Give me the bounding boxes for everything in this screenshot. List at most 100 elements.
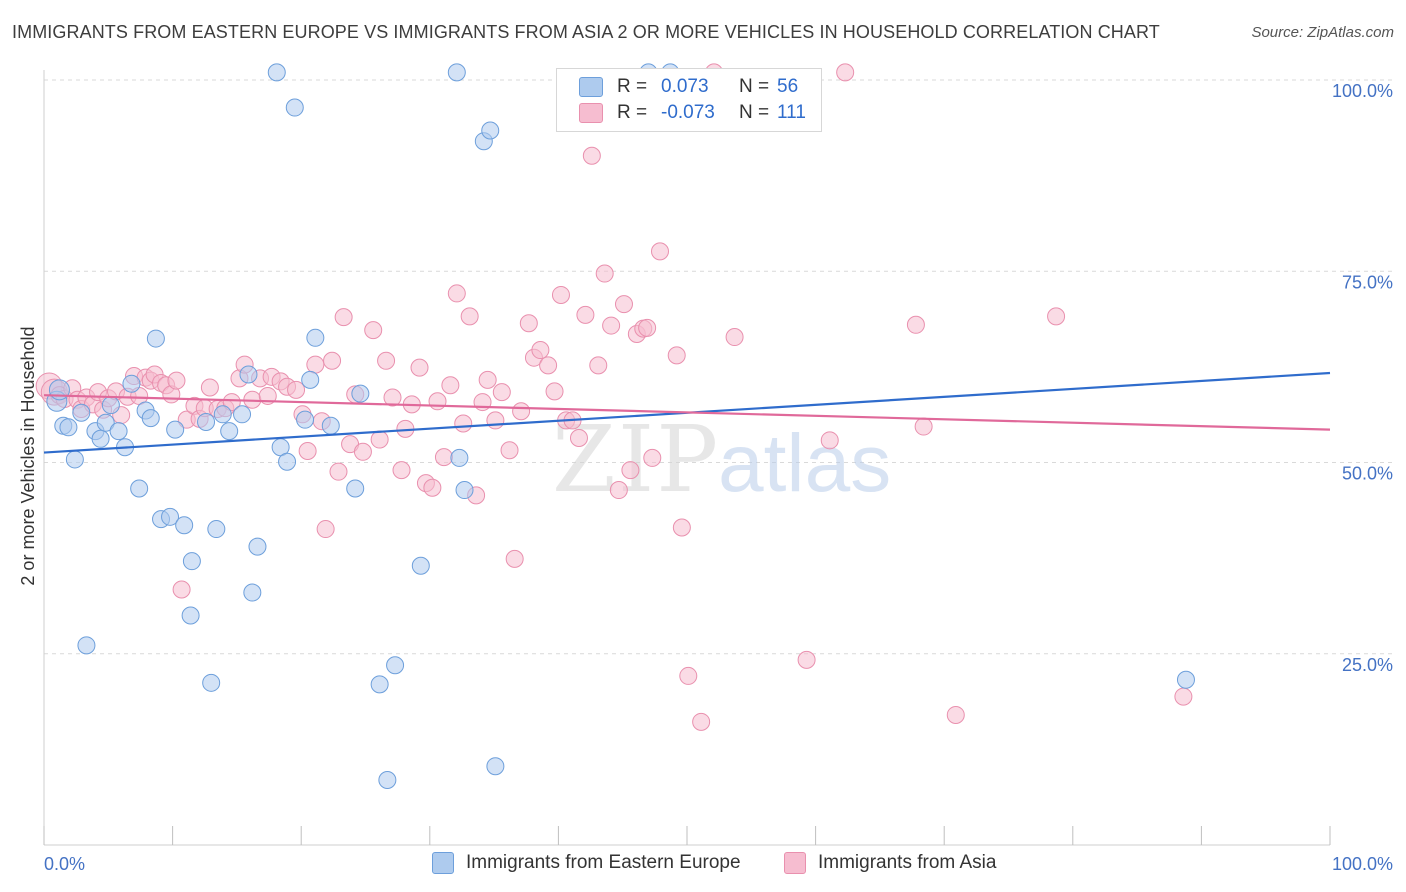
x-tick-label: 0.0%	[44, 854, 85, 874]
asia-point	[492, 383, 511, 402]
legend-swatch-pink	[784, 852, 806, 874]
eastern-europe-point	[321, 416, 340, 435]
asia-point	[410, 358, 429, 377]
eastern-europe-point	[109, 422, 128, 441]
eastern-europe-point	[301, 370, 320, 389]
eastern-europe-point	[213, 405, 232, 424]
eastern-europe-point	[220, 422, 239, 441]
asia-point	[595, 264, 614, 283]
eastern-europe-point	[486, 757, 505, 776]
asia-point	[377, 351, 396, 370]
asia-point	[486, 411, 505, 430]
eastern-europe-point	[481, 121, 500, 140]
eastern-europe-point	[386, 656, 405, 675]
legend-n-label: N =	[739, 76, 770, 97]
asia-point	[323, 351, 342, 370]
asia-point	[478, 370, 497, 389]
asia-point	[836, 63, 855, 82]
eastern-europe-point	[207, 520, 226, 539]
asia-point	[454, 414, 473, 433]
legend-row-asia: R = -0.073 N = 111	[579, 100, 806, 126]
asia-point	[906, 315, 925, 334]
asia-point	[539, 356, 558, 375]
legend-item-asia[interactable]: Immigrants from Asia	[784, 852, 996, 874]
eastern-europe-point	[91, 429, 110, 448]
asia-point	[383, 388, 402, 407]
eastern-europe-point	[130, 479, 149, 498]
asia-point	[222, 393, 241, 412]
trend-lines	[43, 371, 1331, 454]
axes	[43, 70, 1331, 846]
legend-swatch-blue	[432, 852, 454, 874]
asia-point	[316, 520, 335, 539]
asia-point	[797, 650, 816, 669]
asia-point	[621, 461, 640, 480]
asia-point	[946, 705, 965, 724]
legend-swatch-pink	[579, 103, 603, 123]
asia-point	[441, 376, 460, 395]
eastern-europe-point	[285, 98, 304, 117]
eastern-europe-point	[175, 516, 194, 535]
legend-n-value: 56	[777, 76, 799, 97]
asia-point	[353, 442, 372, 461]
legend-r-label: R =	[617, 102, 648, 123]
asia-point	[589, 356, 608, 375]
legend-n-label: N =	[739, 102, 770, 123]
eastern-europe-point	[296, 410, 315, 429]
eastern-europe-point	[202, 673, 221, 692]
asia-point	[820, 431, 839, 450]
eastern-europe-point	[72, 403, 91, 422]
asia-point	[287, 380, 306, 399]
asia-point	[576, 305, 595, 324]
eastern-europe-point	[197, 412, 216, 431]
asia-point	[725, 328, 744, 347]
y-tick-label: 50.0%	[1342, 464, 1393, 484]
eastern-europe-point	[351, 384, 370, 403]
legend-r-label: R =	[617, 76, 648, 97]
eastern-europe-point	[306, 328, 325, 347]
asia-point	[551, 285, 570, 304]
asia-point	[306, 355, 325, 374]
asia-point	[1174, 687, 1193, 706]
watermark-atlas: atlas	[718, 418, 891, 509]
asia-point	[614, 295, 633, 314]
asia-point	[428, 392, 447, 411]
eastern-europe-point	[1176, 670, 1195, 689]
eastern-europe-point	[267, 63, 286, 82]
asia-point	[505, 549, 524, 568]
eastern-europe-point	[233, 405, 252, 424]
correlation-legend: R = 0.073 N = 56 R = -0.073 N = 111	[556, 68, 822, 132]
legend-r-value: -0.073	[661, 102, 715, 123]
asia-point	[200, 378, 219, 397]
asia-point	[569, 429, 588, 448]
eastern-europe-point	[243, 583, 262, 602]
y-tick-label: 75.0%	[1342, 272, 1393, 292]
asia-point	[914, 417, 933, 436]
series-asia-points	[35, 63, 1193, 731]
legend-swatch-blue	[579, 77, 603, 97]
eastern-europe-point	[181, 606, 200, 625]
asia-point	[298, 442, 317, 461]
legend-item-label: Immigrants from Eastern Europe	[466, 852, 741, 873]
eastern-europe-point	[96, 413, 115, 432]
axis-labels: 2 or more Vehicles in Household 25.0% 50.…	[18, 81, 1393, 874]
eastern-europe-point	[239, 365, 258, 384]
asia-point	[650, 242, 669, 261]
y-tick-label: 100.0%	[1332, 81, 1393, 101]
asia-point	[667, 346, 686, 365]
chart-title: IMMIGRANTS FROM EASTERN EUROPE VS IMMIGR…	[12, 22, 1160, 42]
legend-row-eastern-europe: R = 0.073 N = 56	[579, 74, 798, 100]
eastern-europe-point	[346, 479, 365, 498]
asia-point	[582, 146, 601, 165]
asia-point	[692, 712, 711, 731]
legend-item-eastern-europe[interactable]: Immigrants from Eastern Europe	[432, 852, 741, 874]
eastern-europe-point	[59, 418, 78, 437]
asia-point	[370, 430, 389, 449]
source-label: Source: ZipAtlas.com	[1251, 24, 1394, 41]
asia-point	[167, 371, 186, 390]
asia-point	[643, 448, 662, 467]
x-tick-label: 100.0%	[1332, 854, 1393, 874]
series-legend: Immigrants from Eastern Europe Immigrant…	[0, 850, 1406, 880]
asia-point	[392, 461, 411, 480]
